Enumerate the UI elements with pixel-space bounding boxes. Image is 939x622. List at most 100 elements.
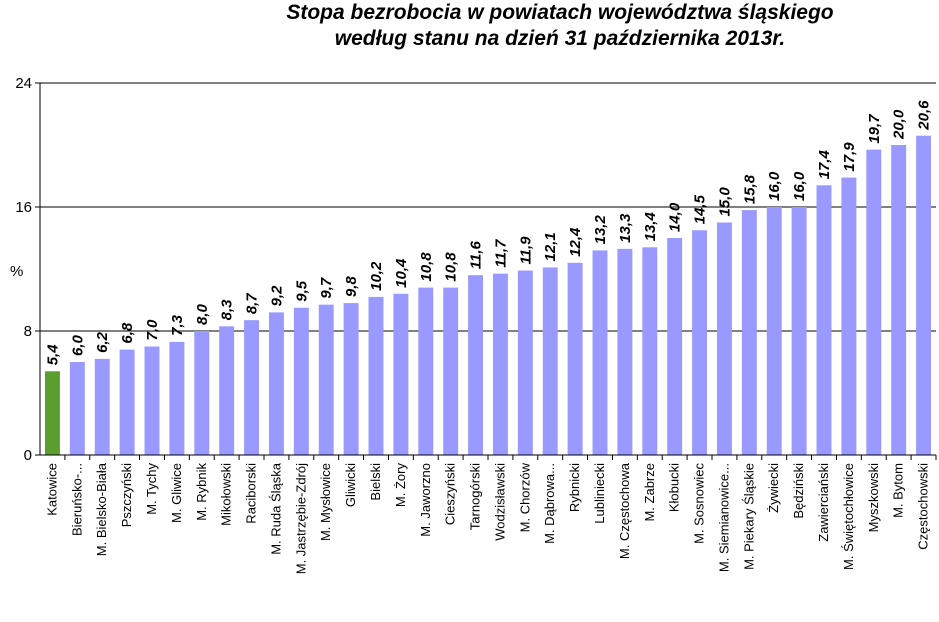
- x-tick-label: M. Sosnowiec: [692, 463, 707, 544]
- data-label: 9,5: [293, 280, 310, 302]
- y-tick-label: 0: [24, 447, 32, 464]
- bar: [194, 331, 210, 455]
- data-label: 6,8: [119, 322, 136, 344]
- bar: [766, 207, 782, 455]
- data-label: 7,0: [144, 319, 161, 341]
- bar: [119, 349, 135, 455]
- data-label: 7,3: [169, 314, 186, 336]
- data-labels: 5,4 6,0 6,2 6,8 7,0 7,3 8,0 8,3 8,7 9,2 9,5 9,7 9,8 1…: [44, 100, 932, 365]
- data-label: 12,4: [567, 227, 584, 257]
- x-tick-label: Bielski: [368, 463, 383, 501]
- x-tick-label: M. Bytom: [891, 463, 906, 518]
- x-tick-label: M. Bielsko-Biała: [94, 462, 109, 556]
- data-label: 12,1: [542, 232, 559, 261]
- x-tick-label: Żywiecki: [766, 463, 781, 513]
- bar: [318, 304, 334, 455]
- data-label: 14,5: [692, 194, 709, 224]
- data-label: 10,2: [368, 261, 385, 291]
- x-tick-label: Kłobucki: [667, 463, 682, 512]
- x-tick-label: Bieruńsko-...: [69, 463, 84, 536]
- bar: [667, 238, 683, 455]
- bar: [69, 362, 85, 455]
- x-tick-label: M. Rybnik: [194, 463, 209, 521]
- bar: [44, 371, 60, 455]
- bar: [244, 320, 260, 455]
- x-tick-label: Częstochowski: [916, 463, 931, 550]
- x-tick-label: M. Gliwice: [169, 463, 184, 523]
- data-label: 16,0: [791, 171, 808, 201]
- x-tick-label: Katowice: [44, 463, 59, 516]
- x-tick-label: Raciborski: [244, 463, 259, 524]
- data-label: 10,8: [418, 252, 435, 282]
- y-axis-label: %: [10, 263, 23, 280]
- x-tick-label: Mikołowski: [219, 463, 234, 526]
- x-tick-label: Myszkowski: [866, 463, 881, 532]
- bar: [791, 207, 807, 455]
- y-tick-label: 16: [15, 199, 32, 216]
- data-label: 11,9: [517, 236, 534, 265]
- bar: [144, 346, 160, 455]
- x-tick-label: Rybnicki: [567, 463, 582, 512]
- bar: [268, 312, 284, 455]
- data-label: 8,0: [194, 303, 211, 325]
- data-label: 10,4: [393, 258, 410, 288]
- data-label: 6,0: [69, 334, 86, 356]
- bar: [393, 293, 409, 455]
- bar: [343, 303, 359, 455]
- data-label: 5,4: [44, 344, 61, 366]
- data-label: 17,9: [841, 142, 858, 172]
- bars: [44, 135, 932, 456]
- bar: [716, 222, 732, 455]
- data-label: 13,3: [617, 213, 634, 243]
- data-label: 6,2: [94, 331, 111, 353]
- data-label: 15,0: [716, 187, 733, 217]
- bar: [293, 307, 309, 455]
- data-label: 13,4: [642, 211, 659, 241]
- x-tick-label: Lubliniecki: [592, 463, 607, 524]
- x-tick-label: M. Częstochowa: [617, 462, 632, 559]
- data-label: 8,7: [244, 293, 261, 315]
- x-tick-label: M. Dąbrowa...: [542, 463, 557, 544]
- bar: [169, 341, 185, 455]
- x-tick-label: Tarnogórski: [468, 463, 483, 530]
- chart-title: Stopa bezrobocia w powiatach województwa…: [180, 0, 939, 52]
- data-label: 8,3: [219, 299, 236, 321]
- x-tick-label: M. Żory: [393, 463, 408, 508]
- bar: [741, 210, 757, 455]
- bar: [219, 326, 235, 455]
- x-tick-label: M. Jastrzębie-Zdrój: [293, 463, 308, 574]
- bar: [916, 135, 932, 455]
- x-tick-label: Pszczyński: [119, 463, 134, 527]
- data-label: 10,8: [443, 252, 460, 282]
- bar: [443, 287, 459, 455]
- data-label: 17,4: [816, 149, 833, 179]
- y-tick-label: 8: [24, 323, 32, 340]
- x-tick-label: Gliwicki: [343, 463, 358, 507]
- data-label: 19,7: [866, 114, 883, 144]
- data-label: 9,7: [318, 277, 335, 299]
- bar: [841, 177, 857, 456]
- data-label: 14,0: [667, 202, 684, 232]
- chart-title-line-1: Stopa bezrobocia w powiatach województwa…: [286, 1, 834, 24]
- bar: [517, 270, 533, 455]
- gridlines: [40, 82, 936, 332]
- bar: [816, 185, 832, 456]
- x-tick-label: Zawierciański: [816, 463, 831, 542]
- bar: [468, 275, 484, 455]
- data-label: 9,8: [343, 276, 360, 298]
- bar: [418, 287, 434, 455]
- data-label: 15,8: [741, 174, 758, 204]
- bar: [567, 262, 583, 455]
- bar: [642, 247, 658, 455]
- bar: [592, 250, 608, 455]
- x-tick-label: Cieszyński: [443, 463, 458, 525]
- axes: [39, 83, 936, 456]
- data-label: 13,2: [592, 215, 609, 245]
- x-tick-label: Wodzisławski: [492, 463, 507, 541]
- x-tick-label: M. Mysłowice: [318, 463, 333, 541]
- data-label: 16,0: [766, 171, 783, 201]
- chart-title-line-2: według stanu na dzień 31 października 20…: [334, 27, 786, 50]
- y-axis-ticks: 0 8 16 24: [15, 75, 40, 464]
- x-tick-label: M. Zabrze: [642, 463, 657, 522]
